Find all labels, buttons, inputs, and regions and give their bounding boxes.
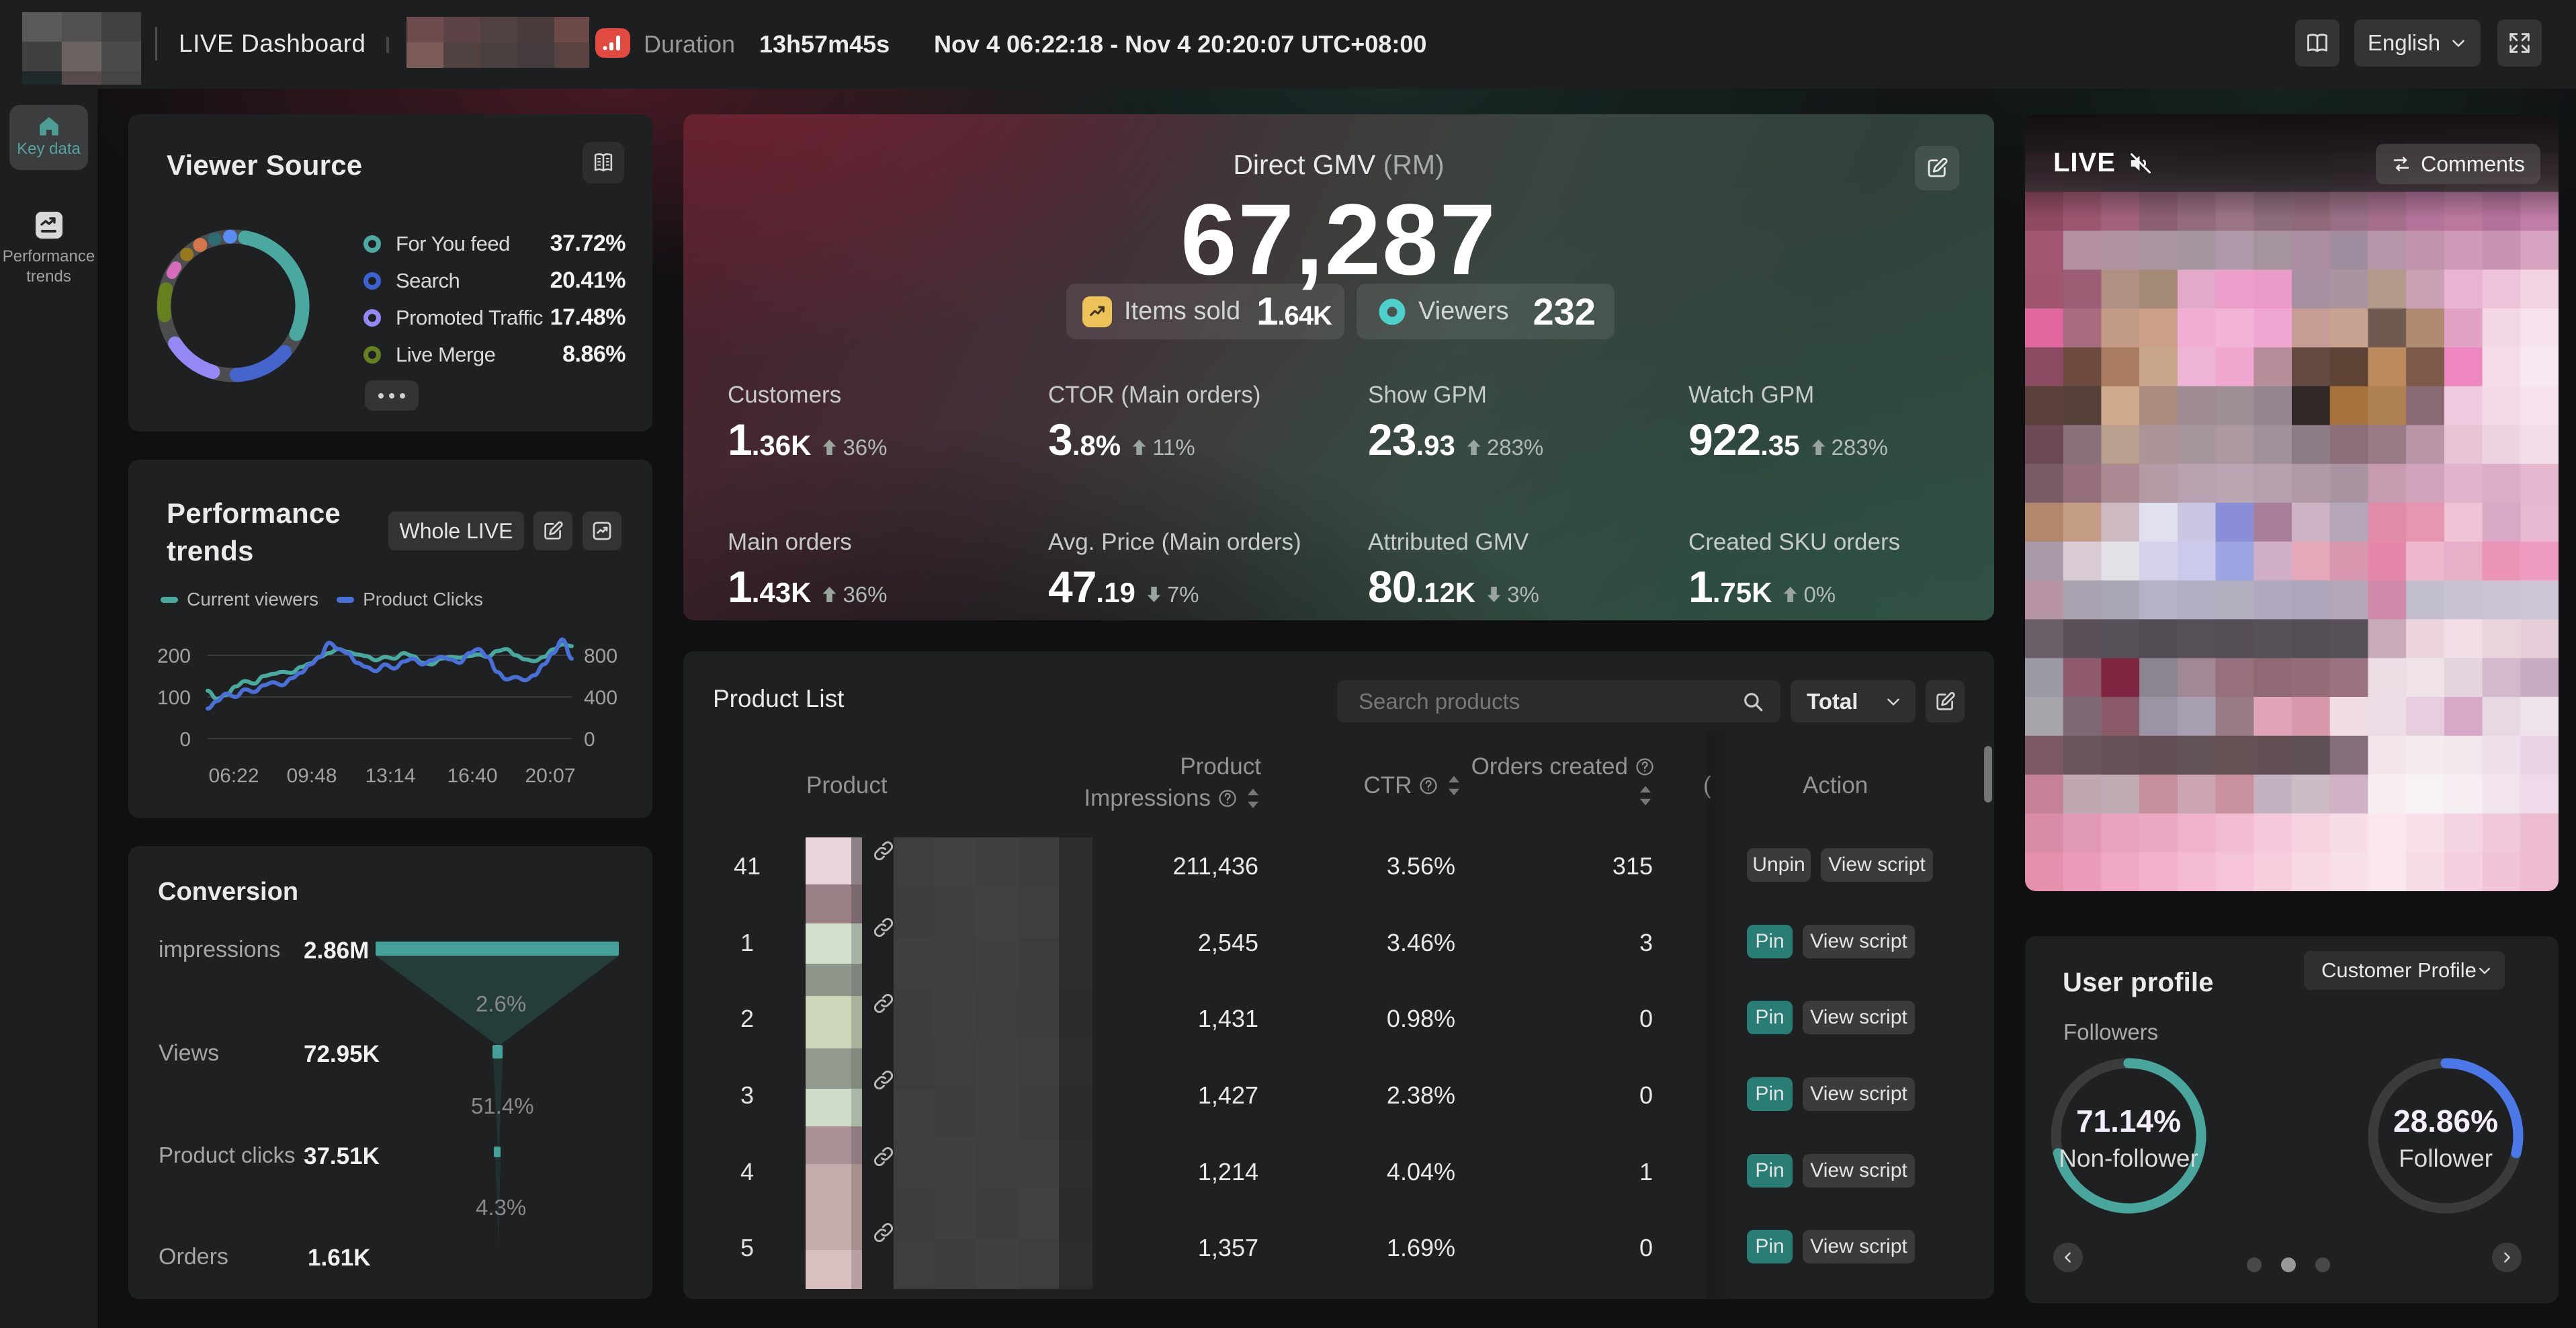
- svg-text:0: 0: [179, 729, 191, 751]
- svg-text:0: 0: [584, 729, 595, 751]
- svg-text:Product clicks: Product clicks: [159, 1143, 296, 1167]
- svg-text:2.86M: 2.86M: [304, 938, 369, 964]
- svg-text:09:48: 09:48: [286, 765, 337, 787]
- svg-text:Orders: Orders: [159, 1244, 228, 1270]
- svg-text:72.95K: 72.95K: [304, 1041, 380, 1067]
- svg-text:06:22: 06:22: [208, 765, 259, 787]
- svg-text:Views: Views: [159, 1040, 219, 1066]
- svg-text:4.3%: 4.3%: [476, 1195, 526, 1220]
- svg-text:20:07: 20:07: [525, 765, 575, 787]
- svg-text:51.4%: 51.4%: [471, 1093, 534, 1118]
- svg-text:200: 200: [157, 645, 191, 667]
- svg-text:Conversion: Conversion: [158, 878, 298, 906]
- svg-text:2.6%: 2.6%: [476, 991, 526, 1016]
- svg-text:16:40: 16:40: [447, 765, 497, 787]
- svg-text:400: 400: [584, 687, 617, 709]
- svg-text:37.51K: 37.51K: [304, 1143, 380, 1169]
- svg-text:800: 800: [584, 645, 617, 667]
- svg-text:100: 100: [157, 687, 191, 709]
- svg-text:impressions: impressions: [159, 937, 280, 962]
- svg-text:13:14: 13:14: [365, 765, 415, 787]
- svg-text:1.61K: 1.61K: [308, 1245, 370, 1271]
